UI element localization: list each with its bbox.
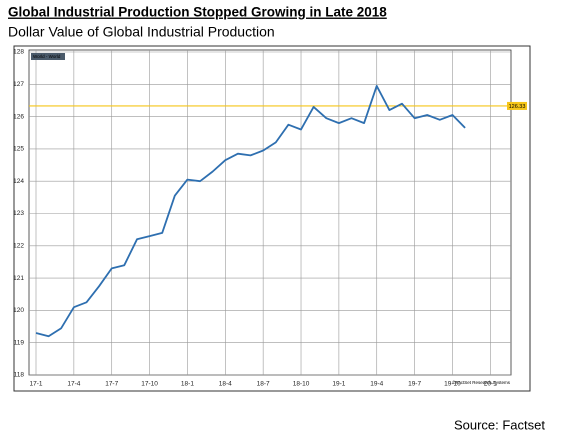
x-tick-label: 17-10 xyxy=(141,381,158,388)
y-tick-label: 128 xyxy=(13,49,24,56)
y-tick-label: 126 xyxy=(13,113,24,120)
x-tick-label: 17-7 xyxy=(105,381,118,388)
x-tick-label: 19-10 xyxy=(444,381,461,388)
y-tick-label: 119 xyxy=(14,339,25,346)
plot-area xyxy=(28,49,512,376)
x-tick-label: 18-4 xyxy=(219,381,232,388)
legend-label: World - World xyxy=(33,54,61,59)
reference-label: 126.33 xyxy=(509,104,526,110)
y-tick-label: 123 xyxy=(13,210,24,217)
x-tick-label: 18-10 xyxy=(293,381,310,388)
legend-box xyxy=(31,53,65,60)
chart-title: Global Industrial Production Stopped Gro… xyxy=(8,5,387,20)
y-tick-label: 118 xyxy=(14,372,25,379)
source: Source: Factset xyxy=(454,417,545,432)
y-tick-label: 127 xyxy=(13,81,24,88)
x-tick-label: 18-1 xyxy=(181,381,194,388)
x-tick-label: 20-1 xyxy=(484,381,497,388)
x-tick-label: 17-1 xyxy=(29,381,42,388)
x-tick-label: 19-1 xyxy=(332,381,345,388)
y-tick-label: 124 xyxy=(13,178,24,185)
copyright: ©FactSet Research Systems xyxy=(452,379,511,385)
y-tick-label: 121 xyxy=(13,275,24,282)
reference-label-box xyxy=(507,101,527,110)
x-tick-label: 18-7 xyxy=(257,381,270,388)
series-line xyxy=(35,85,466,338)
x-tick-label: 19-4 xyxy=(370,381,383,388)
x-tick-label: 17-4 xyxy=(67,381,80,388)
x-tick-label: 19-7 xyxy=(408,381,421,388)
y-tick-label: 122 xyxy=(13,243,24,250)
chart-subtitle: Dollar Value of Global Industrial Produc… xyxy=(8,24,275,40)
y-tick-label: 120 xyxy=(13,307,24,314)
y-tick-label: 125 xyxy=(13,146,24,153)
